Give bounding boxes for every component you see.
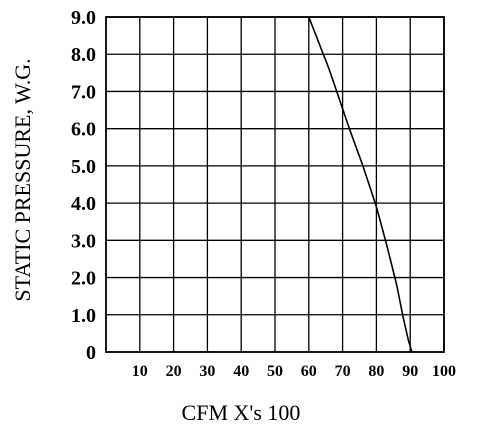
y-tick-label: 6.0 (71, 119, 96, 141)
y-axis-title: STATIC PRESSURE, W.G. (10, 58, 35, 301)
y-tick-label: 9.0 (71, 7, 96, 29)
y-tick-label: 5.0 (71, 156, 96, 178)
x-tick-label: 90 (402, 363, 418, 380)
x-tick-label: 40 (233, 363, 249, 380)
series-line (308, 16, 413, 353)
x-axis-title: CFM X's 100 (182, 400, 301, 425)
x-tick-label: 50 (267, 363, 283, 380)
x-tick-label: 10 (132, 363, 148, 380)
x-tick-label: 70 (335, 363, 351, 380)
y-tick-label: 3.0 (71, 230, 96, 252)
x-tick-label: 20 (166, 363, 182, 380)
y-tick-label: 1.0 (71, 305, 96, 327)
x-tick-label: 60 (301, 363, 317, 380)
y-tick-label: 0 (86, 342, 96, 364)
series-group (308, 16, 413, 353)
y-tick-label: 8.0 (71, 44, 96, 66)
grid (106, 16, 445, 353)
plot-border (105, 16, 445, 353)
x-axis-ticks: 10 20 30 40 50 60 70 80 90 100 (132, 363, 456, 380)
y-tick-label: 2.0 (71, 268, 96, 290)
x-tick-label: 30 (199, 363, 215, 380)
y-axis-ticks: 0 1.0 2.0 3.0 4.0 5.0 6.0 7.0 8.0 9.0 (71, 7, 96, 364)
plot-frame (105, 16, 445, 353)
x-tick-label: 80 (368, 363, 384, 380)
y-tick-label: 4.0 (71, 193, 96, 215)
x-tick-label: 100 (432, 363, 456, 380)
y-tick-label: 7.0 (71, 81, 96, 103)
